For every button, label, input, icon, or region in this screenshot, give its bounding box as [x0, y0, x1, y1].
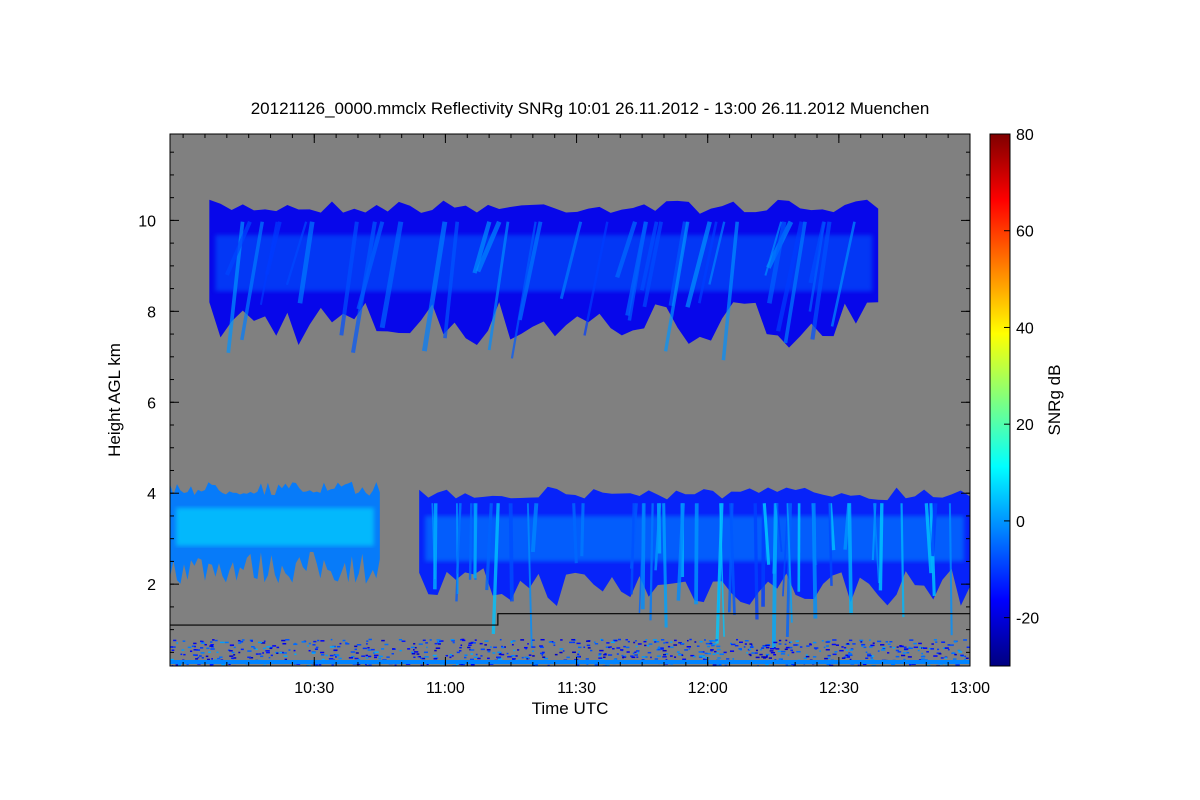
colorbar-tick-label: -20: [1016, 611, 1039, 628]
x-tick-label: 11:00: [426, 680, 465, 697]
y-tick-label: 6: [147, 395, 156, 412]
colorbar-tick-label: 80: [1016, 127, 1034, 144]
y-tick-label: 10: [138, 213, 156, 230]
y-tick-label: 4: [147, 486, 156, 503]
chart-title: 20121126_0000.mmclx Reflectivity SNRg 10…: [251, 99, 930, 118]
x-tick-label: 12:00: [688, 680, 728, 697]
x-tick-label: 13:00: [950, 680, 990, 697]
colorbar-tick-label: 20: [1016, 417, 1034, 434]
x-tick-label: 12:30: [819, 680, 859, 697]
colorbar-tick-label: 40: [1016, 320, 1034, 337]
x-axis-label: Time UTC: [532, 699, 609, 718]
colorbar: [990, 134, 1010, 666]
y-tick-label: 8: [147, 304, 156, 321]
y-axis-label: Height AGL km: [105, 343, 124, 457]
x-tick-label: 11:30: [557, 680, 596, 697]
colorbar-label: SNRg dB: [1045, 365, 1064, 436]
colorbar-tick-label: 60: [1016, 224, 1034, 241]
x-tick-label: 10:30: [294, 680, 334, 697]
y-tick-label: 2: [147, 577, 156, 594]
colorbar-tick-label: 0: [1016, 514, 1025, 531]
